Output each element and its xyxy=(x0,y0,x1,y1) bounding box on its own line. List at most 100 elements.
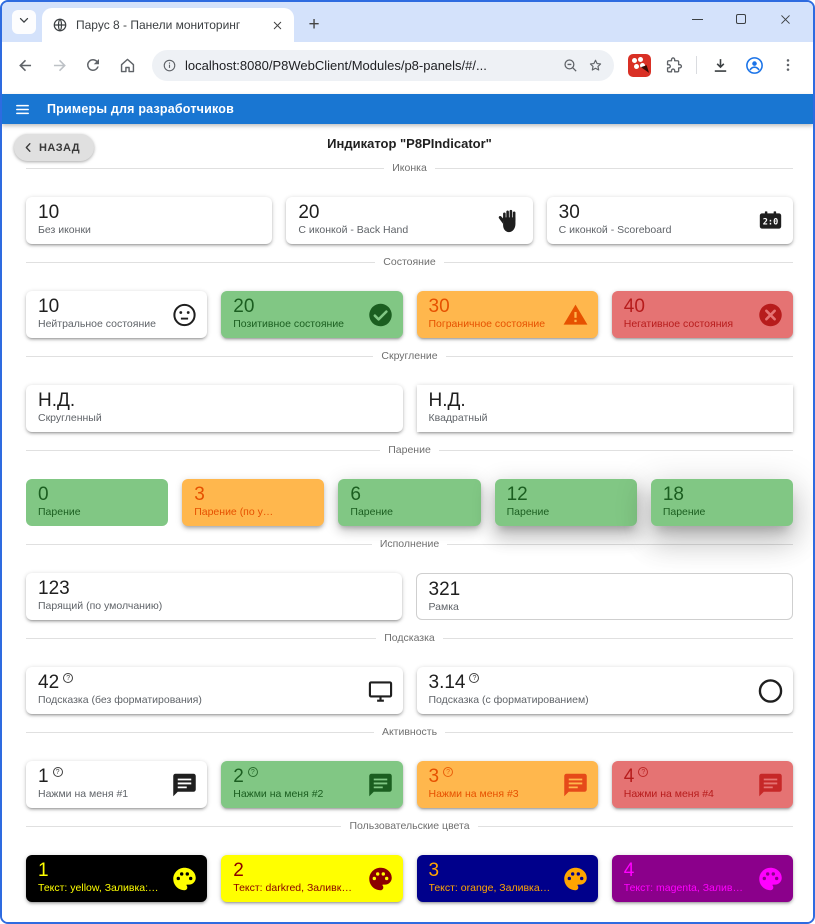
hamburger-menu-icon[interactable] xyxy=(14,101,31,118)
zoom-out-icon[interactable] xyxy=(562,57,579,74)
section: Подсказка 42? Подсказка (без форматировани… xyxy=(26,632,793,714)
scoreboard-icon: 2:0 xyxy=(757,207,784,234)
tab-search-button[interactable] xyxy=(12,10,36,34)
chat-icon xyxy=(757,771,784,798)
minimize-icon xyxy=(691,18,703,20)
extension-pin-button[interactable] xyxy=(624,50,654,80)
indicator-label: Рамка xyxy=(428,601,459,613)
back-button[interactable]: НАЗАД xyxy=(14,134,94,161)
card-row: 1 Текст: yellow, Заливка: black 2 Текст: da… xyxy=(26,855,793,902)
forward-nav-button[interactable] xyxy=(44,50,74,80)
help-icon: ? xyxy=(63,673,74,683)
indicator-card: 3.14? Подсказка (с форматированием) xyxy=(416,667,793,714)
toolbar-separator xyxy=(696,56,697,74)
indicator-card[interactable]: 4? Нажми на меня #4 xyxy=(611,761,793,808)
indicator-label: Без иконки xyxy=(38,224,91,236)
indicator-value: 1? xyxy=(38,765,195,788)
indicator-card: 1 Текст: yellow, Заливка: black xyxy=(26,855,208,902)
indicator-label: Парение xyxy=(662,506,706,518)
section-divider: Исполнение xyxy=(26,538,793,550)
window-minimize-button[interactable] xyxy=(675,4,719,34)
indicator-card: 12 Парение xyxy=(494,479,637,526)
indicator-label: Парение (по умолчанию) xyxy=(194,506,313,518)
url-text: localhost:8080/P8WebClient/Modules/p8-pa… xyxy=(185,57,487,73)
card-row: Н.Д. Скругленный Н.Д. Квадратный xyxy=(26,385,793,432)
maximize-icon xyxy=(736,14,746,24)
indicator-value: 10 xyxy=(38,202,60,223)
new-tab-button[interactable]: + xyxy=(308,14,320,35)
section-title: Пользовательские цвета xyxy=(349,820,470,832)
page-content: НАЗАД Индикатор "P8PIndicator" Иконка 10 Б… xyxy=(2,124,813,922)
page-title: Индикатор "P8PIndicator" xyxy=(327,136,492,151)
section-divider: Иконка xyxy=(26,162,793,174)
section-divider: Скругление xyxy=(26,350,793,362)
indicator-card: 10 Нейтральное состояние xyxy=(26,291,208,338)
section: Парение 0 Парение 3 Парение (по умолчанию) 6 П… xyxy=(26,444,794,526)
section-title: Иконка xyxy=(392,162,427,174)
address-bar[interactable]: localhost:8080/P8WebClient/Modules/p8-pa… xyxy=(152,49,614,81)
browser-toolbar: localhost:8080/P8WebClient/Modules/p8-pa… xyxy=(2,42,813,88)
red-extension-icon xyxy=(627,53,651,77)
extensions-menu-button[interactable] xyxy=(658,50,688,80)
indicator-card: 123 Парящий (по умолчанию) xyxy=(26,573,402,620)
help-icon: ? xyxy=(52,767,63,777)
indicator-value: 321 xyxy=(428,579,461,600)
back-hand-icon xyxy=(497,207,524,234)
home-button[interactable] xyxy=(112,50,142,80)
indicator-card: 20 С иконкой - Back Hand xyxy=(286,197,533,244)
profile-button[interactable] xyxy=(739,50,769,80)
section: Иконка 10 Без иконки 20 С иконкой - Back Han… xyxy=(26,162,793,244)
browser-tab[interactable]: Парус 8 - Панели мониторинг xyxy=(42,8,294,42)
indicator-card[interactable]: 1? Нажми на меня #1 xyxy=(26,761,208,808)
warning-icon xyxy=(562,301,589,328)
home-icon xyxy=(118,56,137,75)
indicator-card: 0 Парение xyxy=(26,479,169,526)
card-row: 42? Подсказка (без форматирования) 3.14? По… xyxy=(26,667,793,714)
chat-icon xyxy=(367,771,394,798)
indicator-value: 20 xyxy=(233,296,255,317)
indicator-value: 40 xyxy=(623,296,645,317)
indicator-value: 42? xyxy=(38,671,391,694)
indicator-value: 30 xyxy=(428,296,450,317)
indicator-card: 10 Без иконки xyxy=(26,197,273,244)
indicator-label: Парящий (по умолчанию) xyxy=(38,600,163,612)
section-divider: Парение xyxy=(26,444,793,456)
tab-close-icon[interactable] xyxy=(268,16,286,34)
indicator-card[interactable]: 3? Нажми на меня #3 xyxy=(416,761,598,808)
indicator-label: Подсказка (с форматированием) xyxy=(428,694,589,706)
chevron-left-icon xyxy=(22,141,35,154)
section-divider: Пользовательские цвета xyxy=(26,820,793,832)
indicator-value: 2? xyxy=(233,765,390,788)
section: Активность 1? Нажми на меня #1 2? Нажми на м… xyxy=(26,726,793,808)
window-maximize-button[interactable] xyxy=(719,4,763,34)
bookmark-star-icon[interactable] xyxy=(587,57,604,74)
indicator-value: 6 xyxy=(350,484,361,505)
indicator-value: 20 xyxy=(298,202,320,223)
window-close-button[interactable] xyxy=(763,4,807,34)
indicator-value: 4 xyxy=(623,860,635,881)
indicator-card: 30 С иконкой - Scoreboard 2:0 xyxy=(546,197,793,244)
downloads-button[interactable] xyxy=(705,50,735,80)
indicator-value: 3? xyxy=(429,765,586,788)
card-row: 10 Без иконки 20 С иконкой - Back Hand 30 С и… xyxy=(26,197,793,244)
indicator-value: 12 xyxy=(506,484,528,505)
appbar-title: Примеры для разработчиков xyxy=(47,102,234,116)
indicator-card: Н.Д. Квадратный xyxy=(416,385,793,432)
section-title: Исполнение xyxy=(379,538,440,550)
reload-button[interactable] xyxy=(78,50,108,80)
arrow-forward-icon xyxy=(50,56,69,75)
svg-text:2:0: 2:0 xyxy=(763,217,778,227)
section-divider: Активность xyxy=(26,726,793,738)
indicator-card[interactable]: 2? Нажми на меня #2 xyxy=(221,761,403,808)
indicator-value: 10 xyxy=(38,296,60,317)
puzzle-icon xyxy=(664,56,683,75)
chat-icon xyxy=(562,771,589,798)
back-nav-button[interactable] xyxy=(10,50,40,80)
help-icon: ? xyxy=(247,767,258,777)
indicator-card: 30 Пограничное состояние xyxy=(416,291,598,338)
help-icon: ? xyxy=(443,767,454,777)
indicator-value: 4? xyxy=(624,765,781,788)
browser-menu-button[interactable] xyxy=(773,50,803,80)
site-info-icon[interactable] xyxy=(162,58,177,73)
